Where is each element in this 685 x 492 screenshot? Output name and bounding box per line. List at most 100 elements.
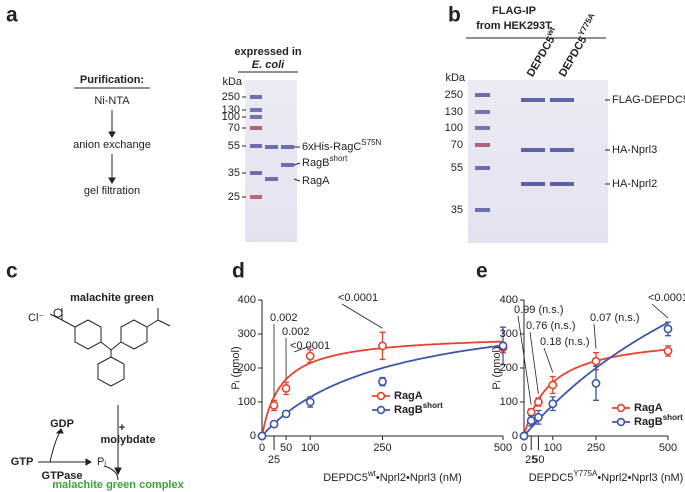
- marker-label: 35: [451, 204, 463, 216]
- marker-band: [475, 166, 490, 170]
- y-axis-label: Pᵢ (pmol): [230, 346, 242, 389]
- x-axis-label-sup: Y775A: [573, 469, 598, 478]
- protein-band: [265, 145, 278, 149]
- gdp: GDP: [50, 418, 74, 430]
- marker-label: 55: [228, 140, 240, 152]
- structure: [38, 308, 171, 481]
- band-label: FLAG-DEPDC5: [612, 94, 685, 106]
- marker-label: 250: [222, 91, 240, 103]
- plus: +: [119, 422, 125, 434]
- legend-marker: [616, 417, 626, 427]
- marker-label: 35: [228, 167, 240, 179]
- legend-label-text: RagB: [394, 404, 423, 416]
- annotation-leader: [543, 347, 554, 373]
- y-tick-label: 400: [500, 294, 518, 306]
- data-point: [591, 356, 601, 366]
- marker-label: 130: [222, 104, 240, 116]
- protein-band: [521, 182, 545, 186]
- data-point: [663, 346, 673, 356]
- y-tick-label: 400: [238, 294, 256, 306]
- protein-band: [550, 182, 574, 186]
- marker-band: [250, 144, 262, 148]
- y-tick-label: 100: [500, 396, 518, 408]
- title: malachite green: [70, 292, 154, 304]
- heading: Purification:: [80, 74, 144, 86]
- protein-band: [550, 98, 574, 102]
- y-tick-label: 100: [238, 396, 256, 408]
- gel-b: [468, 80, 608, 243]
- legend-label: RagA: [634, 402, 663, 414]
- data-point: [378, 377, 387, 386]
- leader: [293, 178, 301, 182]
- marker-label: 100: [445, 122, 463, 134]
- marker-band: [475, 93, 490, 97]
- band-label-text: RagA: [302, 175, 330, 187]
- y-tick-label: 200: [500, 362, 518, 374]
- data-point: [281, 409, 291, 419]
- gel-title: expressed in: [234, 46, 302, 58]
- data-point: [548, 399, 558, 409]
- arrows: [74, 87, 150, 184]
- annotation: <0.0001: [648, 292, 685, 304]
- band-label-text: RagB: [302, 157, 330, 169]
- counterion: Cl⁻: [28, 312, 44, 324]
- gel-title: FLAG-IP: [492, 5, 536, 17]
- annotation: <0.0001: [338, 292, 378, 304]
- step: gel filtration: [84, 185, 140, 197]
- data-point: [591, 378, 601, 388]
- enzyme: GTPase: [42, 470, 83, 482]
- band-label: HA-Nprl3: [612, 144, 657, 156]
- y-tick-label: 0: [250, 430, 256, 442]
- legend-marker: [376, 405, 386, 415]
- lane-label-text: DEPDC5: [525, 34, 558, 79]
- marker-band: [250, 171, 262, 175]
- x-tick-label: 500: [659, 442, 677, 454]
- band-label: RagBshort: [302, 154, 348, 169]
- y-tick-label: 300: [238, 328, 256, 340]
- annotation-leader: [341, 303, 383, 329]
- y-tick-label: 0: [512, 430, 518, 442]
- x-axis-label-rest: •Nprl2•Nprl3 (nM): [597, 472, 683, 484]
- annotation: <0.0001: [290, 340, 330, 352]
- data-point: [305, 351, 315, 361]
- protein-band: [550, 148, 574, 152]
- lane-label-sup: wt: [544, 25, 557, 38]
- x-axis-label-rest: •Nprl2•Nprl3 (nM): [376, 472, 462, 484]
- x-tick-label: 250: [587, 442, 605, 454]
- x-tick-label: 50: [532, 454, 544, 466]
- annotation: 0.76 (n.s.): [526, 320, 576, 332]
- legend-label-text: RagB: [634, 416, 663, 428]
- y-tick-label: 300: [500, 328, 518, 340]
- marker-band: [250, 126, 262, 130]
- x-tick-label: 0: [259, 442, 265, 454]
- legend-label: RagBshort: [394, 401, 443, 416]
- y-axis-label: Pᵢ (pmol): [491, 346, 503, 389]
- marker-label: 70: [228, 122, 240, 134]
- gel-title: from HEK293T: [476, 20, 552, 32]
- marker-label: 250: [445, 89, 463, 101]
- x-tick-label: 0: [521, 442, 527, 454]
- x-axis-label-text: DEPDC5: [529, 472, 574, 484]
- lane-label-text: DEPDC5: [557, 34, 590, 79]
- annotation: 0.002: [282, 326, 310, 338]
- legend-label-text: RagA: [634, 402, 663, 414]
- gel-a: [245, 80, 297, 242]
- data-point: [526, 407, 536, 417]
- legend-label-sup: short: [423, 401, 443, 410]
- annotation: 0.07 (n.s.): [590, 312, 640, 324]
- protein-band: [265, 177, 278, 181]
- product: malachite green complex: [52, 479, 184, 491]
- band-label: 6xHis-RagCS75N: [302, 138, 382, 153]
- legend-marker: [616, 403, 626, 413]
- marker-label: 100: [222, 111, 240, 123]
- data-point: [534, 412, 543, 422]
- protein-band: [281, 145, 294, 149]
- protein-band: [281, 163, 294, 167]
- annotation: 0.99 (n.s.): [514, 304, 564, 316]
- gel-title: E. coli: [252, 59, 285, 71]
- lane-label-sup: Y775A: [576, 11, 596, 37]
- reagent: molybdate: [100, 434, 155, 446]
- data-point: [305, 397, 315, 407]
- legend-label: RagA: [394, 390, 423, 402]
